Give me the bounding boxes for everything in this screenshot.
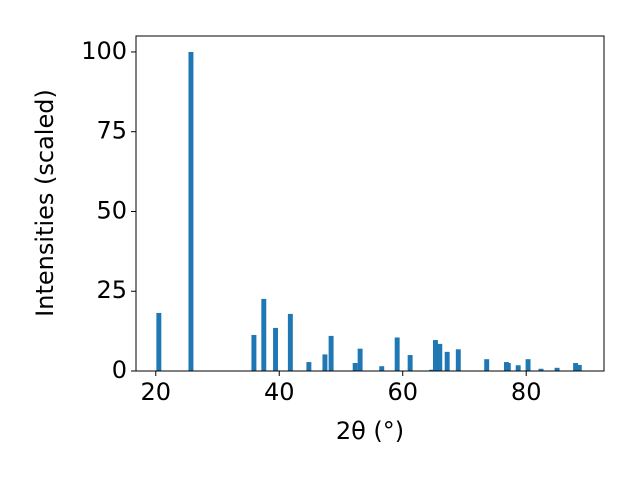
bar (429, 369, 435, 371)
bar (525, 359, 531, 371)
bar (444, 351, 450, 371)
bar (455, 349, 461, 371)
x-tick-label: 40 (264, 378, 295, 406)
y-tick-label: 75 (96, 117, 127, 145)
bar (505, 363, 511, 371)
bar (287, 313, 293, 371)
bar (484, 359, 490, 371)
bar (407, 355, 413, 371)
bar (251, 334, 257, 371)
x-tick-label: 60 (387, 378, 418, 406)
bar (261, 298, 267, 371)
x-tick-label: 20 (140, 378, 171, 406)
y-tick-label: 50 (96, 196, 127, 224)
bar (273, 327, 279, 371)
x-axis-label: 2θ (°) (336, 417, 404, 445)
bar (576, 364, 582, 371)
bar (322, 354, 328, 371)
bar (379, 366, 385, 371)
bar (538, 368, 544, 371)
bar (573, 363, 579, 371)
bar (156, 312, 162, 371)
y-tick-label: 25 (96, 276, 127, 304)
bar (328, 335, 334, 371)
bar (437, 343, 443, 371)
y-tick-label: 100 (81, 37, 127, 65)
bar (352, 363, 358, 371)
bar (357, 348, 363, 371)
x-tick-label: 80 (511, 378, 542, 406)
plot-frame (135, 35, 605, 372)
bar (515, 365, 521, 371)
y-tick-label: 0 (112, 356, 127, 384)
bar (188, 51, 194, 371)
bar (306, 362, 312, 371)
y-axis-label: Intensities (scaled) (31, 89, 59, 317)
bar (394, 337, 400, 371)
bar (554, 367, 560, 371)
bar (432, 340, 438, 371)
